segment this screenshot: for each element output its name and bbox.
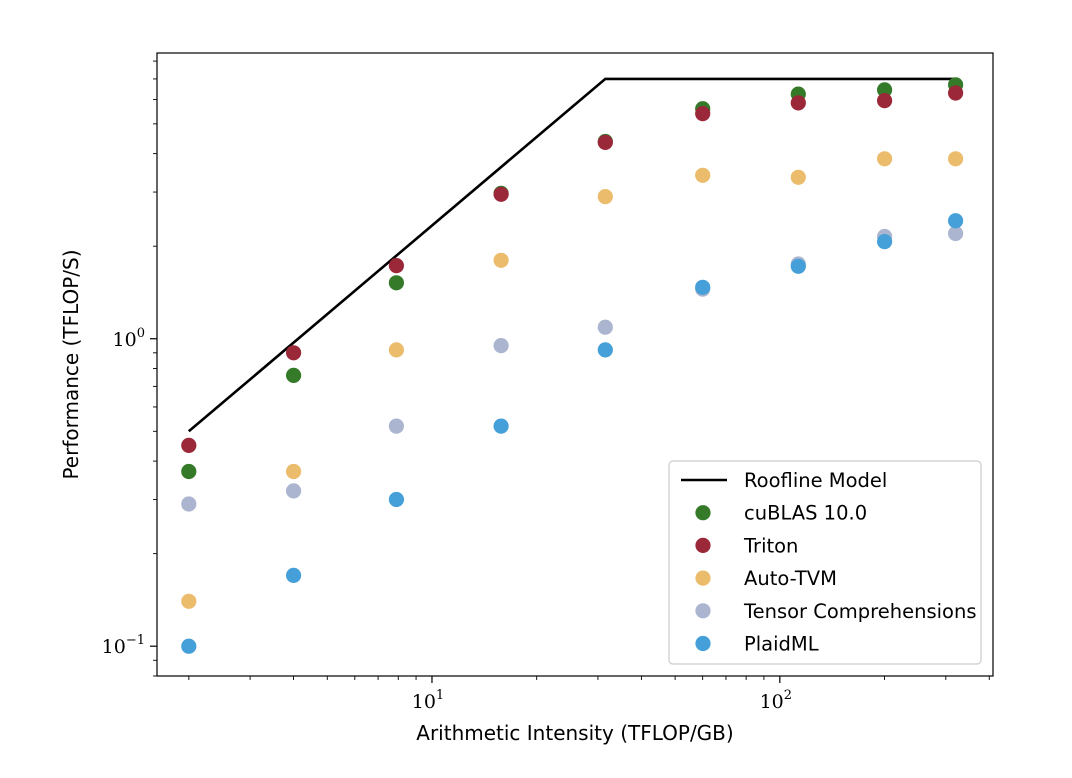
data-point-plaidml xyxy=(181,638,197,654)
data-point-cublas-10-0 xyxy=(286,367,302,383)
data-point-plaidml xyxy=(286,567,302,584)
legend: Roofline Model cuBLAS 10.0 Triton Auto-TVM T… xyxy=(668,460,982,665)
x-tick-label: 102 xyxy=(760,688,792,713)
y-tick-label-exponent: 0 xyxy=(137,326,145,341)
legend-marker xyxy=(695,505,711,521)
legend-label: Auto-TVM xyxy=(744,567,837,590)
data-point-triton xyxy=(286,345,302,361)
y-tick-label: 10−1 xyxy=(102,633,145,658)
data-point-auto-tvm xyxy=(695,167,711,183)
y-axis-label: Performance (TFLOP/S) xyxy=(59,249,83,479)
data-point-cublas-10-0 xyxy=(181,463,197,480)
data-point-triton xyxy=(597,134,613,150)
legend-label: Tensor Comprehensions xyxy=(743,600,977,623)
data-point-triton xyxy=(388,258,404,274)
x-tick-label: 101 xyxy=(412,688,444,713)
legend-label: Triton xyxy=(743,534,798,557)
data-point-auto-tvm xyxy=(790,169,806,185)
x-axis-label: Arithmetic Intensity (TFLOP/GB) xyxy=(416,721,733,745)
data-point-tensor-comprehensions xyxy=(181,496,197,512)
legend-box xyxy=(668,460,982,665)
data-point-auto-tvm xyxy=(493,252,509,268)
legend-marker xyxy=(695,570,711,586)
data-point-plaidml xyxy=(695,279,711,295)
y-tick-label-exponent: −1 xyxy=(126,633,145,648)
data-point-tensor-comprehensions xyxy=(597,319,613,335)
data-point-plaidml xyxy=(948,213,964,229)
roofline-line xyxy=(187,77,956,433)
legend-marker xyxy=(695,603,711,619)
data-point-plaidml xyxy=(597,342,613,358)
data-point-triton xyxy=(181,437,197,453)
data-point-triton xyxy=(790,95,806,111)
plot-layer xyxy=(181,77,964,654)
data-point-tensor-comprehensions xyxy=(948,225,964,242)
data-point-cublas-10-0 xyxy=(877,82,893,98)
data-point-tensor-comprehensions xyxy=(286,483,302,499)
legend-marker xyxy=(695,537,711,554)
data-point-auto-tvm xyxy=(877,151,893,167)
data-point-auto-tvm xyxy=(597,189,613,205)
data-point-plaidml xyxy=(493,418,509,434)
x-tick-label-base: 10 xyxy=(760,691,784,713)
plot-frame xyxy=(156,52,994,677)
data-point-triton xyxy=(493,186,509,202)
data-point-plaidml xyxy=(877,234,893,250)
data-point-auto-tvm xyxy=(286,463,302,480)
y-tick-label-base: 10 xyxy=(102,636,126,658)
x-tick-label-base: 10 xyxy=(412,691,436,713)
legend-marker xyxy=(695,635,711,652)
data-point-tensor-comprehensions xyxy=(493,338,509,354)
data-point-triton xyxy=(877,93,893,109)
x-tick-label-exponent: 1 xyxy=(436,688,444,703)
data-point-triton xyxy=(695,106,711,122)
data-point-plaidml xyxy=(790,258,806,274)
legend-label: cuBLAS 10.0 xyxy=(744,502,867,525)
data-point-cublas-10-0 xyxy=(388,275,404,291)
data-point-auto-tvm xyxy=(181,593,197,609)
data-point-auto-tvm xyxy=(388,342,404,358)
data-point-triton xyxy=(948,85,964,101)
x-tick-label-exponent: 2 xyxy=(784,688,792,703)
legend-label: PlaidML xyxy=(744,633,819,656)
y-tick-label: 100 xyxy=(113,326,145,351)
data-point-auto-tvm xyxy=(948,151,964,167)
data-point-plaidml xyxy=(388,491,404,508)
data-point-tensor-comprehensions xyxy=(388,418,404,434)
y-tick-label-base: 10 xyxy=(113,329,137,351)
legend-label: Roofline Model xyxy=(744,469,887,492)
